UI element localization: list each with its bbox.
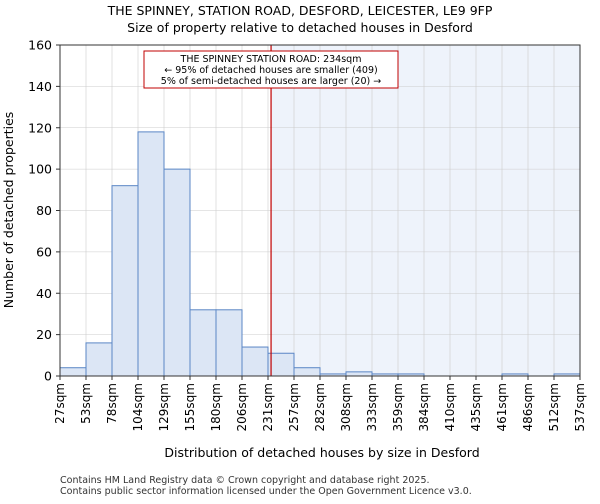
x-tick-label: 359sqm — [391, 383, 405, 431]
x-tick-label: 384sqm — [417, 383, 431, 431]
x-tick-label: 27sqm — [53, 383, 67, 424]
x-tick-label: 129sqm — [157, 383, 171, 431]
annotation-line-2: ← 95% of detached houses are smaller (40… — [164, 65, 377, 76]
x-axis-ticks: 27sqm 53sqm 78sqm 104sqm 129sqm 155sqm 180sqm 2… — [53, 376, 587, 431]
x-tick-label: 435sqm — [469, 383, 483, 431]
y-tick-label: 100 — [28, 162, 52, 177]
y-tick-label: 80 — [36, 203, 52, 218]
x-tick-label: 231sqm — [261, 383, 275, 431]
x-tick-label: 155sqm — [183, 383, 197, 431]
y-tick-label: 140 — [28, 79, 52, 94]
x-tick-label: 282sqm — [313, 383, 327, 431]
y-tick-label: 120 — [28, 120, 52, 135]
bar-257sqm — [293, 367, 321, 377]
y-tick-label: 160 — [28, 38, 52, 53]
x-tick-label: 206sqm — [235, 383, 249, 431]
bar-27sqm — [59, 367, 87, 377]
x-tick-label: 333sqm — [365, 383, 379, 431]
y-axis-ticks: 0 20 40 60 80 100 120 140 160 — [28, 38, 60, 384]
bar-180sqm — [215, 309, 243, 377]
x-axis-label: Distribution of detached houses by size … — [164, 445, 479, 460]
bar-78sqm — [111, 185, 139, 377]
x-tick-label: 308sqm — [339, 383, 353, 431]
y-tick-label: 40 — [36, 286, 52, 301]
bar-53sqm — [85, 342, 113, 377]
x-tick-label: 512sqm — [547, 383, 561, 431]
chart-title: THE SPINNEY, STATION ROAD, DESFORD, LEIC… — [107, 3, 493, 18]
x-tick-label: 461sqm — [495, 383, 509, 431]
y-tick-label: 60 — [36, 244, 52, 259]
y-tick-label: 20 — [36, 327, 52, 342]
bar-155sqm — [189, 309, 217, 377]
x-tick-label: 180sqm — [209, 383, 223, 431]
annotation-line-3: 5% of semi-detached houses are larger (2… — [161, 76, 381, 87]
annotation-line-1: THE SPINNEY STATION ROAD: 234sqm — [180, 54, 362, 65]
y-tick-label: 0 — [44, 369, 52, 384]
x-tick-label: 78sqm — [105, 383, 119, 424]
annotation-box-frame — [143, 50, 399, 89]
bar-129sqm — [163, 168, 191, 377]
bar-206sqm — [241, 346, 269, 377]
chart-subtitle: Size of property relative to detached ho… — [127, 20, 473, 35]
bar-104sqm — [137, 131, 165, 377]
x-tick-label: 537sqm — [573, 383, 587, 431]
x-tick-label: 410sqm — [443, 383, 457, 431]
annotation-box: THE SPINNEY STATION ROAD: 234sqm ← 95% o… — [143, 50, 399, 89]
x-tick-label: 53sqm — [79, 383, 93, 424]
y-axis-label: Number of detached properties — [1, 112, 16, 309]
footer-line-2: Contains public sector information licen… — [60, 486, 472, 497]
bar-231sqm — [267, 352, 295, 377]
footer-line-1: Contains HM Land Registry data © Crown c… — [60, 475, 430, 486]
x-tick-label: 257sqm — [287, 383, 301, 431]
x-tick-label: 486sqm — [521, 383, 535, 431]
bar-308sqm — [345, 371, 373, 377]
x-tick-label: 104sqm — [131, 383, 145, 431]
